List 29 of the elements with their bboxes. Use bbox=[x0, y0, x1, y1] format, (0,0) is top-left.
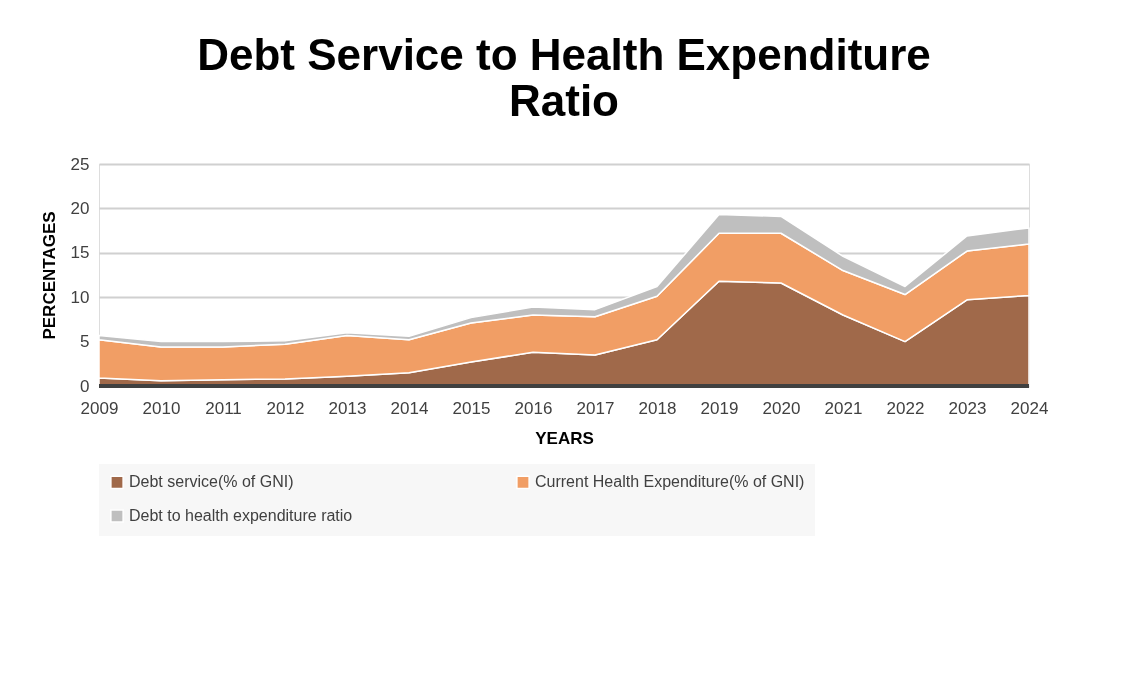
x-tick-label: 2019 bbox=[700, 398, 739, 418]
x-tick-label: 2014 bbox=[390, 398, 429, 418]
y-tick-label: 10 bbox=[70, 287, 90, 307]
y-tick-label: 25 bbox=[70, 154, 90, 174]
x-tick-label: 2010 bbox=[142, 398, 181, 418]
x-axis-title: YEARS bbox=[535, 428, 594, 448]
x-tick-label: 2009 bbox=[80, 398, 119, 418]
x-tick-label: 2015 bbox=[452, 398, 491, 418]
x-tick-label: 2022 bbox=[886, 398, 925, 418]
x-tick-label: 2024 bbox=[1010, 398, 1049, 418]
y-axis-title: PERCENTAGES bbox=[39, 211, 59, 340]
x-tick-label: 2018 bbox=[638, 398, 677, 418]
x-tick-label: 2011 bbox=[205, 398, 242, 418]
legend-label: Debt service(% of GNI) bbox=[129, 473, 294, 491]
x-tick-label: 2017 bbox=[576, 398, 615, 418]
x-tick-label: 2012 bbox=[266, 398, 305, 418]
x-tick-label: 2016 bbox=[514, 398, 553, 418]
x-tick-label: 2021 bbox=[824, 398, 863, 418]
y-tick-label: 15 bbox=[70, 243, 90, 263]
y-tick-label: 0 bbox=[80, 376, 90, 396]
x-tick-label: 2020 bbox=[762, 398, 801, 418]
text: Debt Service to Health Expenditure bbox=[197, 30, 931, 79]
legend-label: Current Health Expenditure(% of GNI) bbox=[535, 473, 805, 491]
x-tick-label: 2023 bbox=[948, 398, 987, 418]
text: Ratio bbox=[509, 76, 619, 125]
y-tick-label: 5 bbox=[80, 332, 90, 352]
x-tick-label: 2013 bbox=[328, 398, 367, 418]
legend-label: Debt to health expenditure ratio bbox=[129, 507, 353, 524]
y-tick-label: 20 bbox=[70, 198, 90, 218]
